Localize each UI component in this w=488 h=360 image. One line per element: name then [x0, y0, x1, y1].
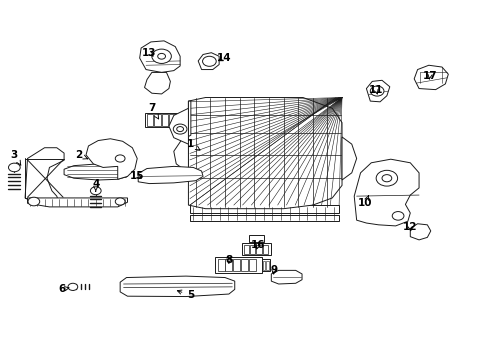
Circle shape	[173, 124, 186, 134]
Bar	[243, 244, 248, 253]
Circle shape	[369, 86, 383, 96]
Text: 4: 4	[92, 179, 99, 192]
Circle shape	[115, 198, 125, 205]
Circle shape	[28, 197, 40, 206]
Circle shape	[375, 170, 397, 186]
Circle shape	[8, 163, 20, 172]
Circle shape	[90, 187, 101, 195]
Polygon shape	[25, 148, 64, 205]
Bar	[154, 114, 160, 126]
Text: 2: 2	[75, 150, 88, 160]
Polygon shape	[140, 41, 180, 72]
Polygon shape	[173, 101, 190, 173]
Circle shape	[391, 212, 403, 220]
Polygon shape	[86, 139, 137, 179]
Bar	[147, 114, 153, 126]
Text: 7: 7	[148, 103, 158, 119]
Polygon shape	[188, 98, 341, 209]
Text: 9: 9	[270, 265, 277, 275]
Bar	[215, 257, 261, 273]
Text: 8: 8	[225, 255, 232, 265]
Polygon shape	[409, 224, 430, 240]
Text: 13: 13	[142, 48, 156, 58]
Bar	[194, 115, 197, 125]
Text: 16: 16	[250, 240, 265, 250]
Polygon shape	[144, 72, 170, 94]
Text: 1: 1	[187, 139, 200, 150]
Circle shape	[115, 155, 125, 162]
Circle shape	[381, 175, 391, 182]
Bar	[168, 114, 175, 126]
Polygon shape	[120, 276, 234, 297]
Polygon shape	[198, 53, 219, 69]
Text: 15: 15	[130, 171, 144, 181]
Polygon shape	[341, 137, 356, 180]
Bar	[225, 258, 232, 271]
Bar	[249, 244, 255, 253]
Text: 5: 5	[177, 290, 194, 301]
Circle shape	[202, 56, 216, 66]
Polygon shape	[138, 166, 203, 184]
Bar	[176, 114, 182, 126]
Polygon shape	[64, 164, 127, 180]
Polygon shape	[353, 159, 418, 226]
Text: 3: 3	[11, 150, 21, 165]
Bar	[233, 258, 240, 271]
Polygon shape	[27, 198, 127, 207]
Text: 12: 12	[402, 222, 417, 232]
Bar	[241, 258, 247, 271]
Text: 17: 17	[422, 71, 436, 81]
Bar	[262, 244, 267, 253]
Bar	[189, 113, 198, 126]
Circle shape	[158, 53, 165, 59]
Polygon shape	[413, 65, 447, 90]
Text: 10: 10	[357, 195, 372, 208]
Bar	[217, 258, 224, 271]
Bar	[144, 113, 189, 127]
Polygon shape	[271, 270, 302, 284]
Bar	[189, 205, 338, 213]
Bar	[190, 115, 193, 125]
Bar	[242, 243, 271, 255]
Bar	[161, 114, 167, 126]
Bar	[249, 234, 264, 242]
Text: 14: 14	[216, 53, 231, 63]
Text: 11: 11	[368, 85, 383, 95]
Polygon shape	[366, 80, 389, 102]
Circle shape	[176, 127, 183, 132]
Bar	[256, 244, 261, 253]
Circle shape	[68, 283, 78, 291]
Bar	[261, 259, 270, 271]
Bar	[266, 261, 269, 270]
Circle shape	[152, 49, 171, 63]
Text: 6: 6	[58, 284, 69, 294]
Bar	[248, 258, 255, 271]
Bar	[189, 215, 338, 221]
Bar	[262, 261, 265, 270]
Polygon shape	[168, 108, 188, 144]
